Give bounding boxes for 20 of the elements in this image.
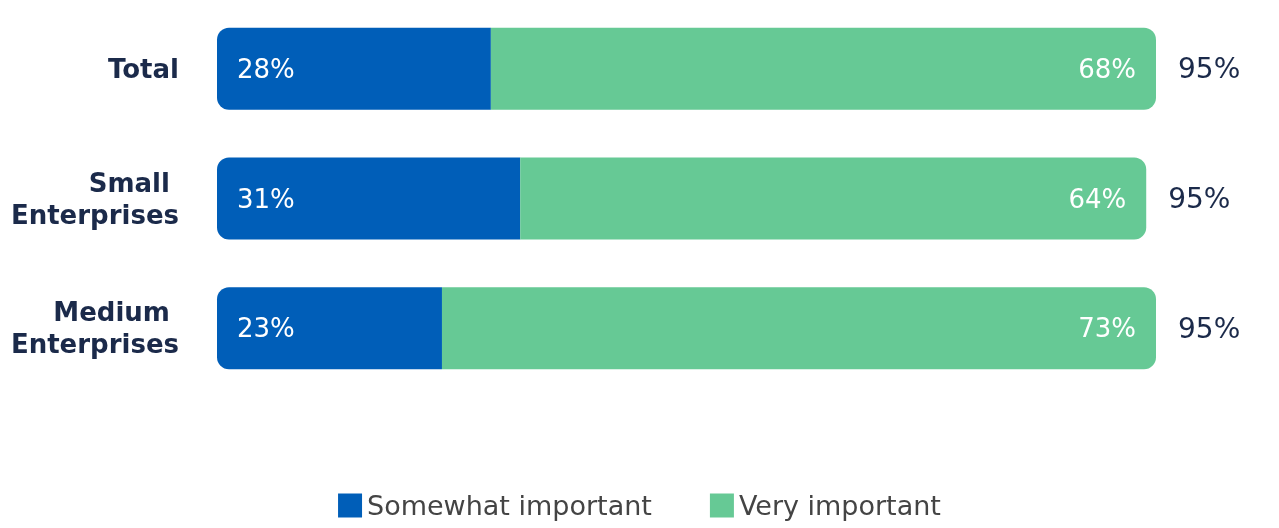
total-label: 95% [1168, 182, 1231, 215]
bar [441, 287, 1156, 370]
bar [520, 157, 1147, 240]
total-label: 95% [1178, 52, 1241, 86]
bar [490, 27, 1156, 110]
bar [217, 27, 491, 110]
data-label: 73% [1078, 313, 1136, 344]
data-label: 28% [237, 53, 295, 84]
bar [217, 157, 521, 240]
legend-label: Somewhat important [367, 490, 652, 521]
data-label: 31% [237, 183, 295, 214]
bar [217, 287, 442, 370]
data-label: 64% [1068, 183, 1127, 214]
y-tick-label: Total [107, 53, 179, 84]
total-label: 95% [1178, 311, 1241, 345]
data-label: 68% [1078, 53, 1136, 84]
legend-label: Very important [738, 490, 941, 521]
y-tick-label: Medium Enterprises [10, 297, 179, 360]
data-label: 23% [237, 313, 295, 344]
y-tick-label: Small Enterprises [10, 167, 179, 230]
